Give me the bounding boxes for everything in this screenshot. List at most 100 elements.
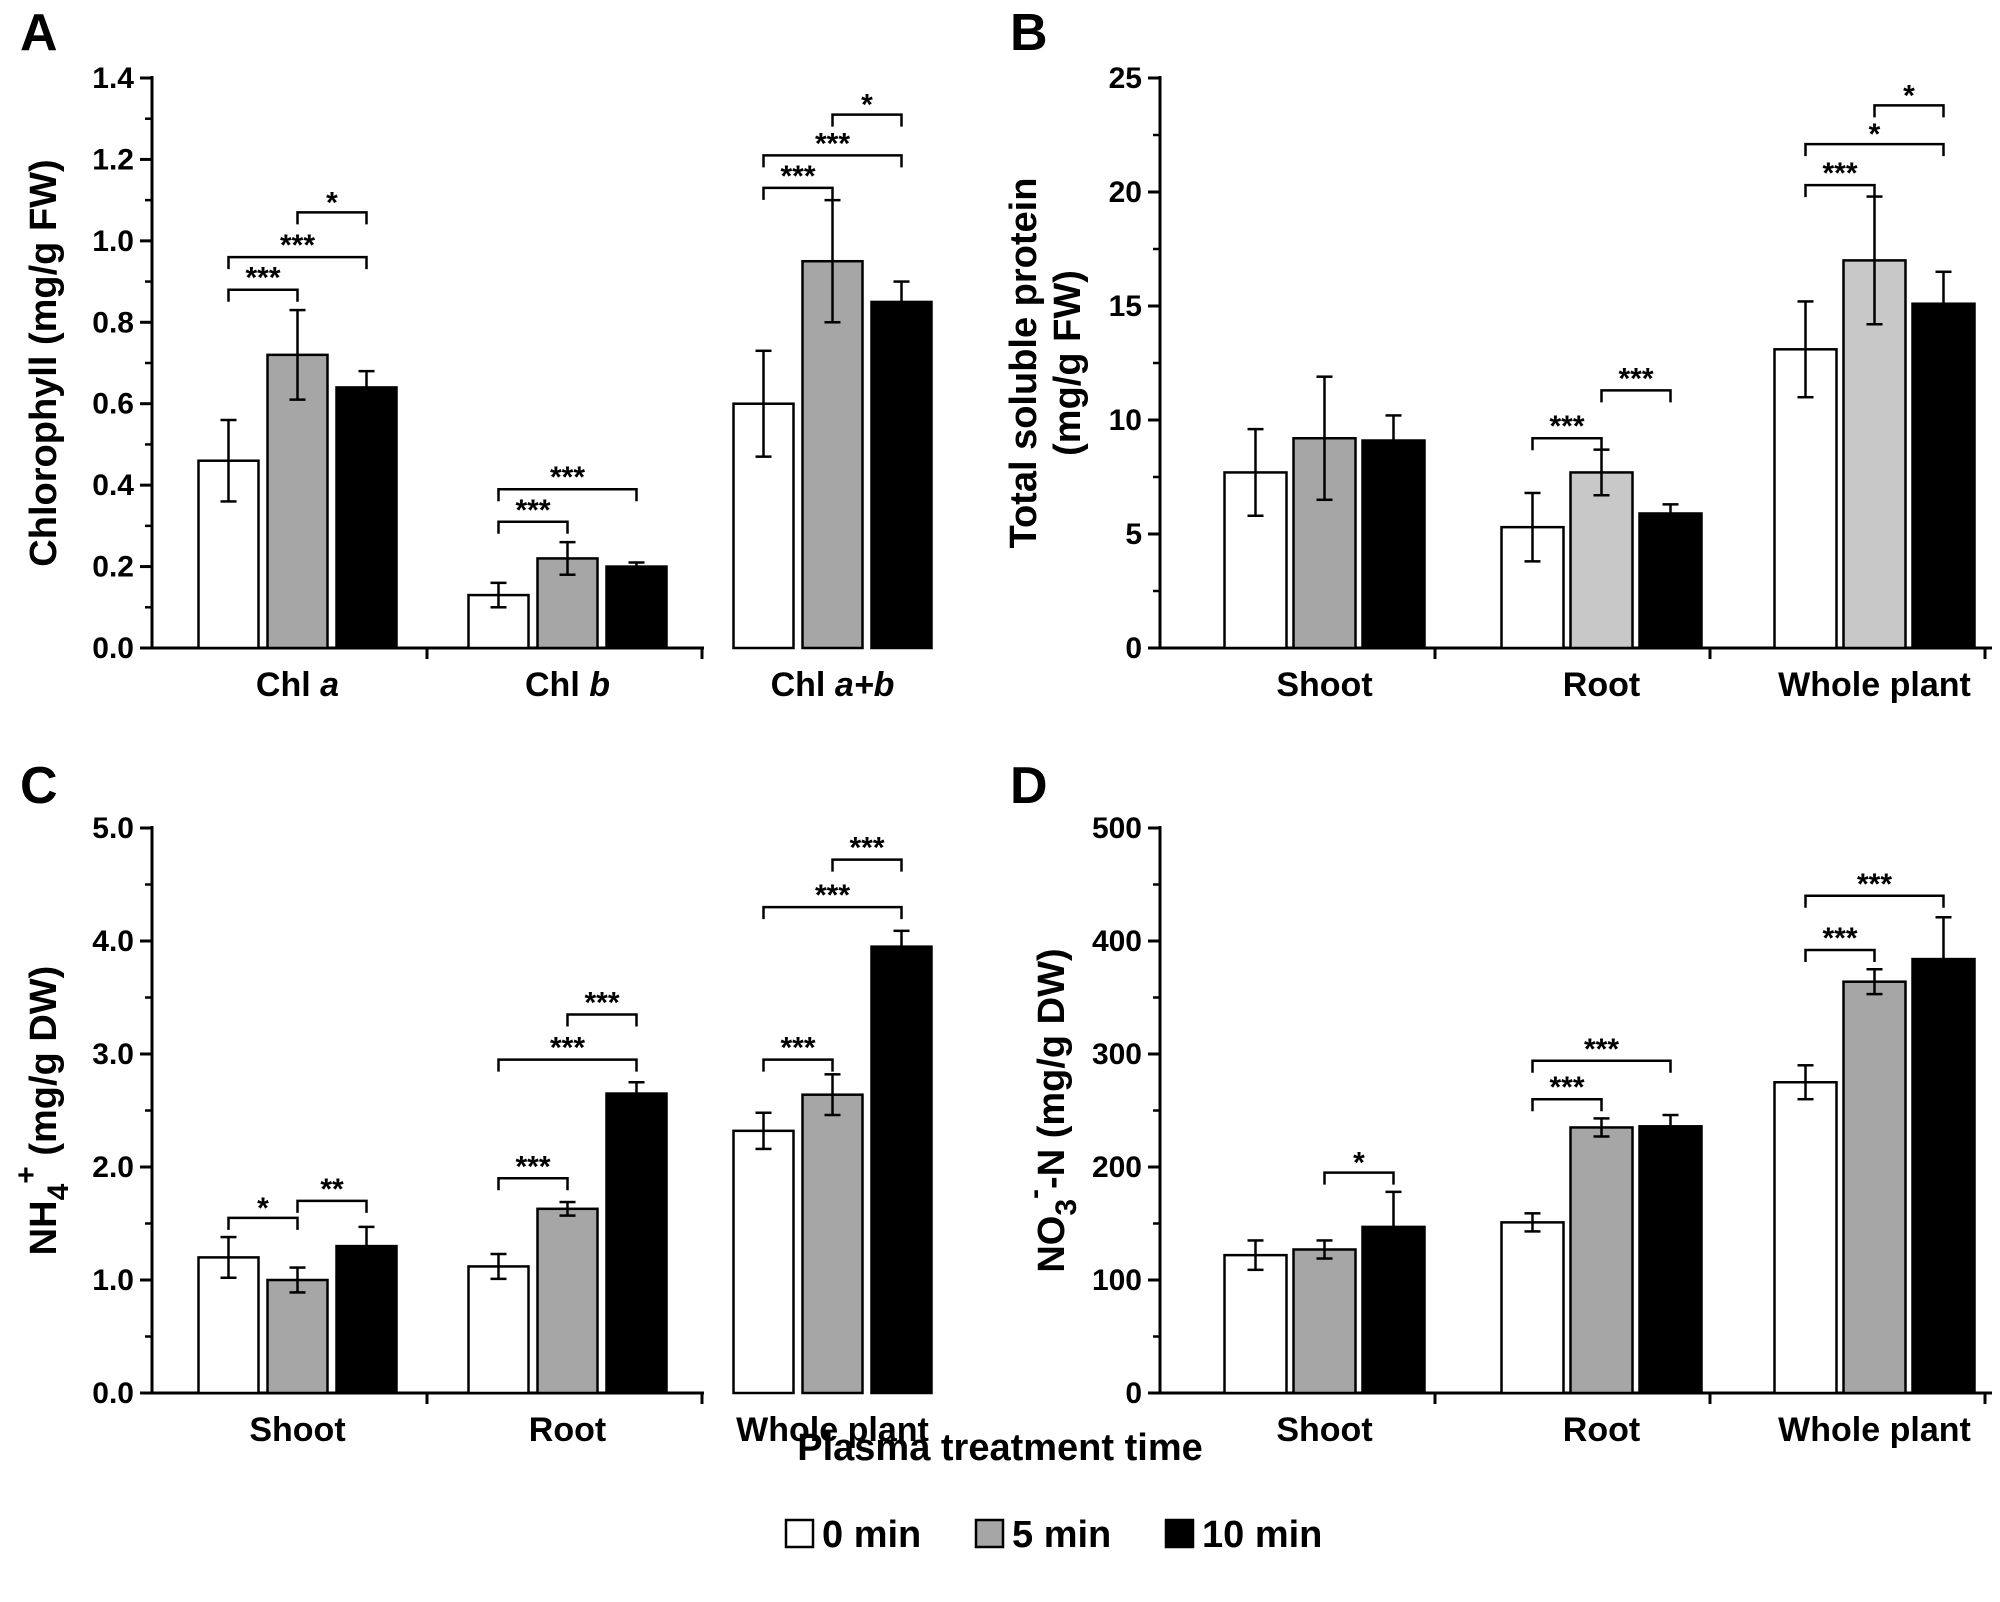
- error-bar: [1935, 270, 1952, 337]
- panel-letter: A: [20, 4, 58, 62]
- x-category-label: Chl a+b: [771, 666, 895, 704]
- significance-label: *: [1353, 1147, 1365, 1180]
- bracket-line: [1804, 894, 1945, 908]
- bar: [536, 1207, 599, 1395]
- legend-label: 0 min: [822, 1514, 921, 1556]
- significance-label: ***: [515, 1150, 550, 1183]
- legend-item: 10 min: [1164, 1514, 1322, 1556]
- significance-bracket: ***: [762, 879, 903, 920]
- y-axis-title: Chlorophyll (mg/g FW): [23, 159, 65, 566]
- error-bar: [1593, 1117, 1610, 1138]
- bracket-line: [227, 288, 299, 302]
- bar: [467, 1265, 530, 1395]
- error-bar: [220, 418, 237, 503]
- significance-bracket: ***: [497, 461, 638, 502]
- significance-bracket: ***: [227, 229, 368, 270]
- error-bar: [1866, 968, 1883, 996]
- y-axis-title: NO3--N (mg/g DW): [1018, 948, 1083, 1272]
- bar: [870, 945, 933, 1395]
- y-tick-label: 0.4: [92, 469, 134, 502]
- error-bar: [1797, 1064, 1814, 1101]
- error-bar: [1524, 491, 1541, 563]
- error-bar: [490, 581, 507, 609]
- significance-label: ***: [780, 160, 815, 193]
- bracket-line: [497, 1177, 569, 1191]
- bracket-line: [762, 186, 834, 200]
- error-bar: [559, 1200, 576, 1217]
- significance-label: ***: [1822, 922, 1857, 955]
- significance-bracket: *: [1873, 79, 1945, 118]
- significance-label: ***: [1822, 157, 1857, 190]
- y-tick-label: 0.0: [92, 1377, 134, 1410]
- error-bar: [1524, 1212, 1541, 1233]
- bar: [1911, 302, 1976, 650]
- bar: [1911, 957, 1976, 1395]
- significance-label: ***: [815, 879, 850, 912]
- significance-bracket: ***: [1531, 1033, 1672, 1073]
- y-tick-label: 400: [1092, 925, 1142, 958]
- significance-bracket: ***: [762, 160, 834, 200]
- significance-bracket: *: [1804, 118, 1945, 157]
- significance-label: ***: [1549, 410, 1584, 443]
- legend-title: Plasma treatment time: [797, 1427, 1203, 1469]
- bracket-line: [762, 154, 903, 168]
- legend: Plasma treatment time 0 min 5 min 10 min: [784, 1427, 1322, 1556]
- legend-label: 10 min: [1202, 1514, 1322, 1556]
- y-tick-label: 1.2: [92, 143, 134, 176]
- y-tick-label: 15: [1109, 290, 1142, 323]
- error-bar: [289, 308, 306, 401]
- error-bar: [893, 929, 910, 964]
- significance-bracket: *: [227, 1192, 299, 1230]
- y-tick-label: 500: [1092, 812, 1142, 845]
- significance-label: *: [1869, 118, 1881, 151]
- significance-bracket: ***: [497, 1032, 638, 1072]
- y-tick-label: 0.2: [92, 551, 134, 584]
- error-bar: [1797, 300, 1814, 399]
- bar: [1569, 471, 1634, 650]
- bar: [732, 1129, 795, 1395]
- x-category-label: Whole plant: [1778, 1411, 1971, 1449]
- x-category-label: Shoot: [1276, 666, 1372, 704]
- y-tick-label: 0.8: [92, 306, 134, 339]
- error-bar: [1662, 1113, 1679, 1139]
- y-tick-label: 3.0: [92, 1038, 134, 1071]
- panel-c: C 0.0 1.0 2.0 3.0 4.0 5.0 Shoot Root Whole plant *…: [10, 757, 933, 1449]
- panel-letter: B: [1010, 4, 1048, 62]
- x-category-label: Shoot: [249, 1411, 345, 1449]
- significance-bracket: ***: [1804, 868, 1945, 908]
- panel-letter: D: [1010, 757, 1048, 815]
- significance-label: ***: [550, 1032, 585, 1065]
- significance-label: ***: [1549, 1071, 1584, 1104]
- bracket-line: [497, 520, 569, 534]
- legend-swatch: [1164, 1518, 1195, 1549]
- bracket-line: [566, 1013, 638, 1027]
- x-category-label: Root: [1563, 1411, 1640, 1449]
- significance-label: ***: [280, 229, 315, 262]
- bar: [801, 1093, 864, 1395]
- significance-label: ***: [1584, 1033, 1619, 1066]
- error-bar: [490, 1252, 507, 1281]
- significance-bracket: *: [296, 186, 368, 225]
- bar: [335, 386, 398, 650]
- significance-bracket: **: [296, 1173, 368, 1213]
- bar: [335, 1244, 398, 1395]
- bracket-line: [831, 113, 903, 127]
- significance-bracket: ***: [497, 1150, 569, 1191]
- bracket-line: [497, 1058, 638, 1072]
- bracket-line: [1873, 104, 1945, 118]
- significance-label: ***: [245, 262, 280, 295]
- significance-label: ***: [550, 461, 585, 494]
- y-tick-label: 200: [1092, 1151, 1142, 1184]
- error-bar: [824, 1073, 841, 1117]
- x-category-label: Whole plant: [1778, 666, 1971, 704]
- x-category-label: Chl a: [256, 666, 339, 704]
- x-category-label: Shoot: [1276, 1411, 1372, 1449]
- significance-bracket: ***: [1531, 1071, 1603, 1112]
- bracket-line: [1323, 1171, 1395, 1185]
- panel-letter: C: [20, 757, 58, 815]
- bar: [1569, 1126, 1634, 1395]
- y-tick-label: 0: [1125, 632, 1142, 665]
- bracket-line: [1531, 1097, 1603, 1112]
